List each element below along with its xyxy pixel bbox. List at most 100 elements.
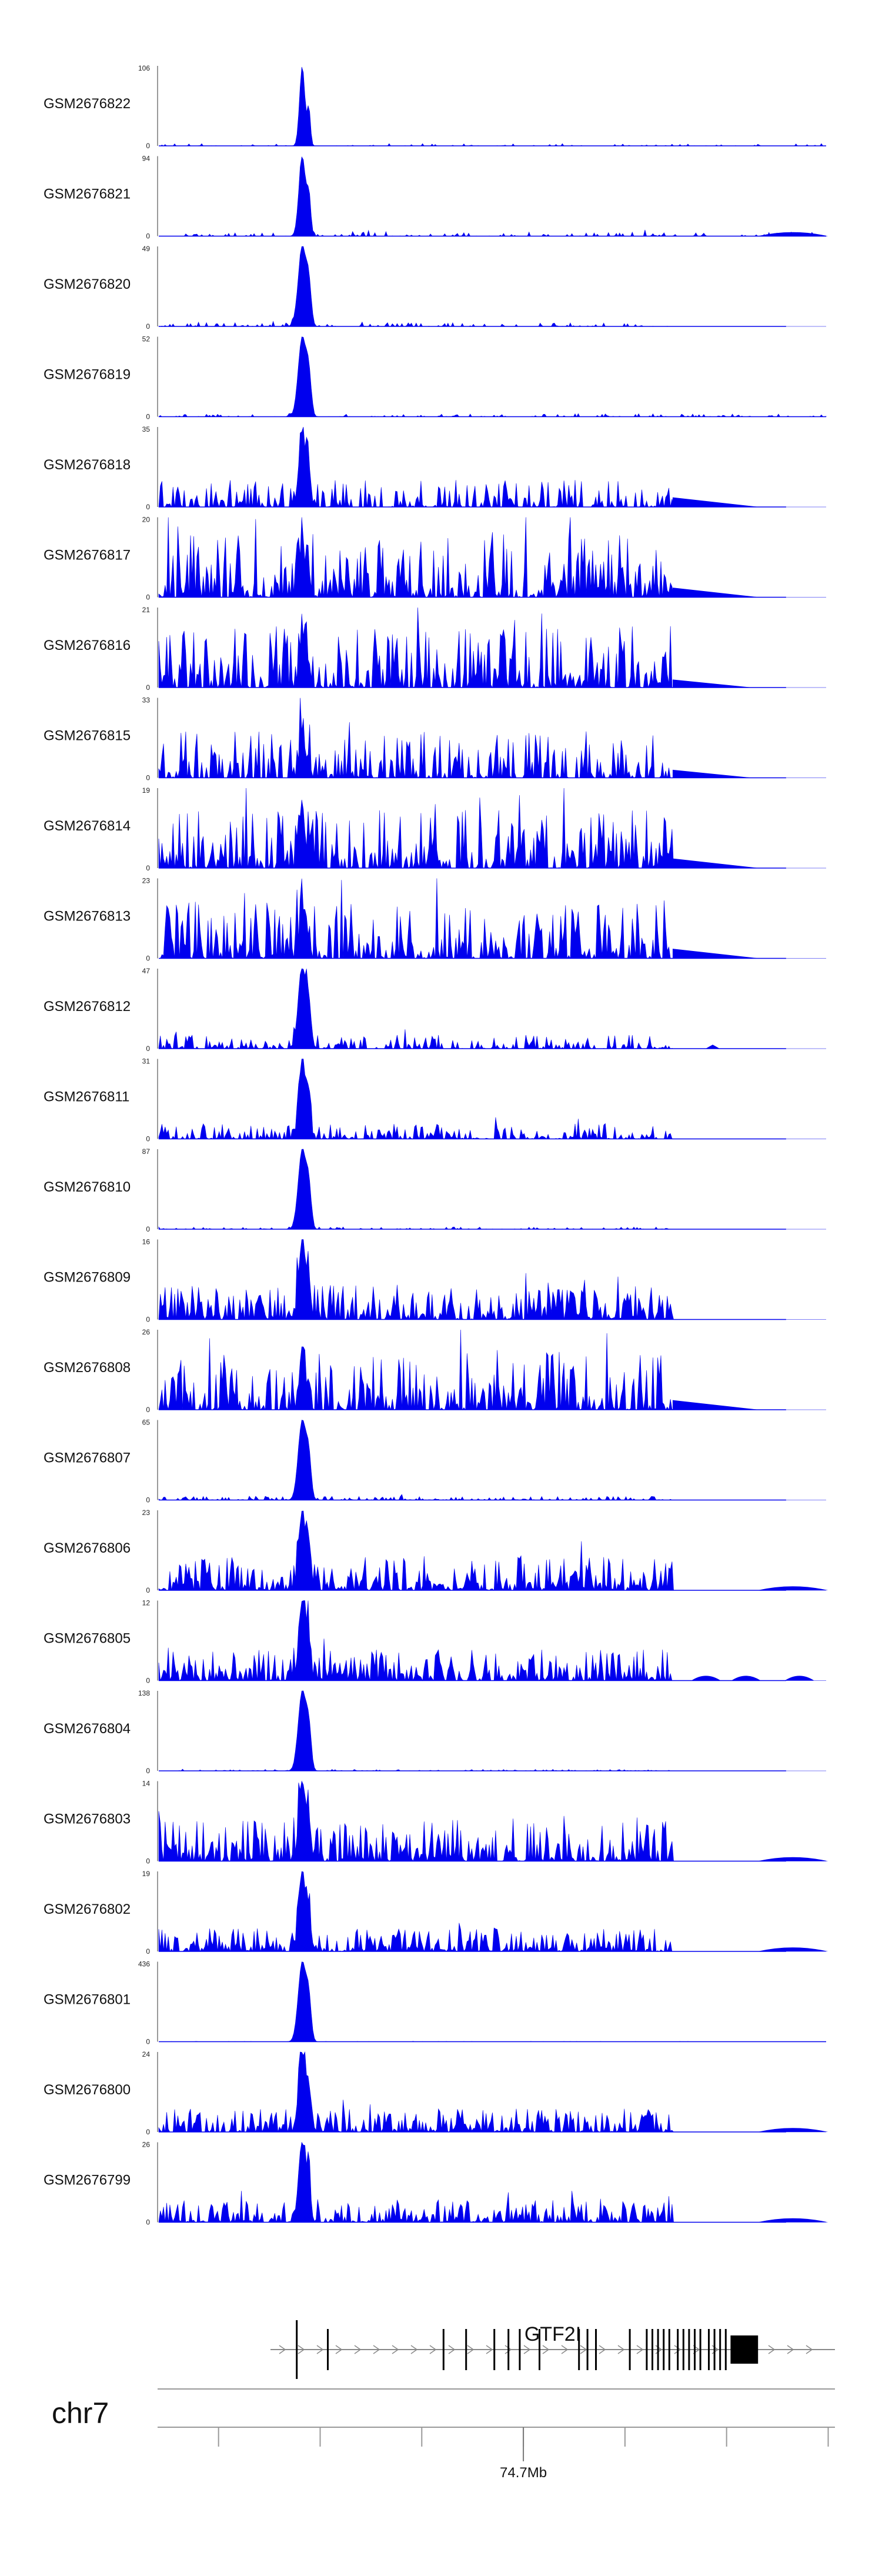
track-GSM2676821: GSM2676821 94 0 (44, 155, 828, 241)
sample-label: GSM2676808 (44, 1360, 131, 1376)
y-max-label: 19 (142, 786, 151, 795)
track-GSM2676815: GSM2676815 33 0 (44, 696, 826, 782)
track-GSM2676812: GSM2676812 47 0 (44, 967, 826, 1053)
y-min-label: 0 (146, 142, 150, 150)
y-min-label: 0 (146, 322, 150, 331)
y-max-label: 47 (142, 967, 151, 975)
gene-label: GTF2I (524, 2323, 581, 2345)
exon (663, 2329, 665, 2370)
y-min-label: 0 (146, 413, 150, 421)
y-min-label: 0 (146, 1045, 150, 1053)
exon (595, 2329, 597, 2370)
y-max-label: 23 (142, 877, 151, 885)
exon (724, 2329, 727, 2370)
y-min-label: 0 (146, 1406, 150, 1414)
exon (652, 2329, 653, 2370)
exon (539, 2329, 540, 2370)
exon (708, 2329, 710, 2370)
coverage-area (158, 2051, 826, 2133)
coverage-area (158, 1780, 826, 1862)
strand-arrow (448, 2345, 456, 2354)
sample-label: GSM2676815 (44, 728, 131, 744)
sample-label: GSM2676816 (44, 638, 131, 653)
track-GSM2676819: GSM2676819 52 0 (44, 335, 827, 421)
exon (465, 2329, 467, 2370)
gene-track: GTF2I (270, 2320, 835, 2379)
y-min-label: 0 (146, 864, 150, 872)
strand-arrow (335, 2345, 343, 2354)
track-GSM2676807: GSM2676807 65 0 (44, 1419, 826, 1504)
sample-label: GSM2676802 (44, 1901, 131, 1917)
track-GSM2676806: GSM2676806 23 0 (44, 1509, 828, 1594)
track-GSM2676822: GSM2676822 106 0 (44, 64, 826, 150)
track-GSM2676811: GSM2676811 31 0 (44, 1057, 826, 1143)
tail-region (672, 858, 760, 868)
y-min-label: 0 (146, 1586, 150, 1594)
strand-arrow (467, 2345, 475, 2354)
track-GSM2676799: GSM2676799 26 0 (44, 2141, 828, 2227)
track-GSM2676817: GSM2676817 20 0 (44, 516, 826, 602)
strand-arrow (580, 2345, 587, 2354)
coverage-area (158, 426, 826, 508)
exon (646, 2329, 648, 2370)
major-tick-label: 74.7Mb (500, 2465, 547, 2481)
sample-label: GSM2676800 (44, 2082, 131, 2098)
strand-arrow (542, 2345, 550, 2354)
exon (713, 2329, 716, 2370)
coverage-area (158, 1239, 826, 1320)
coverage-area (158, 1600, 826, 1681)
tail-region (706, 1045, 720, 1049)
strand-arrow (768, 2345, 776, 2354)
sample-label: GSM2676814 (44, 818, 131, 834)
coverage-area (158, 1329, 826, 1411)
y-max-label: 16 (142, 1238, 151, 1246)
y-max-label: 19 (142, 1870, 151, 1878)
coverage-area (159, 156, 826, 237)
exon (327, 2329, 329, 2370)
y-max-label: 23 (142, 1509, 151, 1517)
y-min-label: 0 (146, 2128, 150, 2136)
sample-label: GSM2676810 (44, 1179, 131, 1195)
coverage-area (159, 1961, 826, 2042)
sample-label: GSM2676804 (44, 1721, 131, 1737)
y-min-label: 0 (146, 1767, 150, 1775)
y-max-label: 33 (142, 696, 151, 705)
coverage-tracks: GSM2676822 106 0 GSM2676821 94 0 GSM2676820 49 0… (44, 64, 828, 2227)
exon (682, 2329, 684, 2370)
tail-region (757, 1947, 828, 1951)
coverage-area (159, 66, 826, 146)
y-max-label: 24 (142, 2050, 151, 2058)
sample-label: GSM2676809 (44, 1270, 131, 1286)
tail-region (691, 1676, 721, 1681)
chromosome-label: chr7 (52, 2397, 109, 2430)
strand-arrow (806, 2345, 813, 2354)
tail-region (731, 1676, 761, 1681)
strand-arrow (505, 2345, 512, 2354)
scale-ticks (218, 2427, 829, 2461)
tail-region (672, 588, 760, 598)
y-min-label: 0 (146, 1677, 150, 1685)
exon (699, 2329, 701, 2370)
strand-arrow (354, 2345, 362, 2354)
strand-arrow (392, 2345, 399, 2354)
tail-region (757, 2128, 828, 2132)
tail-region (672, 769, 753, 778)
coverage-area (158, 336, 827, 418)
strand-arrow (636, 2345, 644, 2354)
exon (629, 2329, 631, 2370)
y-max-label: 26 (142, 1328, 151, 1336)
y-max-label: 52 (142, 335, 151, 343)
exon (719, 2329, 721, 2370)
coverage-area (158, 788, 826, 869)
exon (586, 2329, 589, 2370)
track-GSM2676810: GSM2676810 87 0 (44, 1147, 826, 1233)
sample-label: GSM2676817 (44, 548, 131, 563)
y-min-label: 0 (146, 1135, 150, 1143)
tail-region (672, 949, 760, 959)
sample-label: GSM2676819 (44, 367, 131, 383)
tail-region (672, 679, 753, 688)
track-GSM2676804: GSM2676804 138 0 (44, 1689, 826, 1775)
y-min-label: 0 (146, 1947, 150, 1956)
exon (688, 2329, 690, 2370)
track-GSM2676818: GSM2676818 35 0 (44, 425, 826, 511)
